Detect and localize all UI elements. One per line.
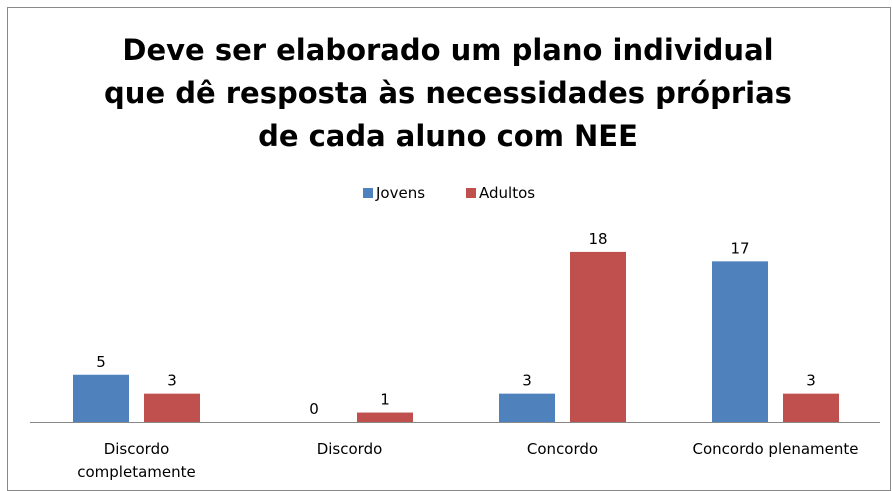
data-label: 17 <box>730 239 749 257</box>
data-label: 5 <box>96 353 106 371</box>
data-label: 3 <box>806 372 816 390</box>
data-label: 3 <box>167 372 177 390</box>
legend-swatch <box>466 188 476 198</box>
chart-title: de cada aluno com NEE <box>258 119 638 153</box>
chart-title: Deve ser elaborado um plano individual <box>122 33 773 67</box>
bar <box>570 251 626 422</box>
bar <box>357 412 413 422</box>
data-label: 1 <box>380 391 390 409</box>
legend-label: Jovens <box>375 184 425 202</box>
bar <box>73 374 129 422</box>
data-label: 3 <box>522 372 532 390</box>
legend-label: Adultos <box>479 184 535 202</box>
bar <box>499 393 555 422</box>
legend-swatch <box>363 188 373 198</box>
bar <box>783 393 839 422</box>
data-label: 0 <box>309 400 319 418</box>
x-tick-label: Concordo plenamente <box>692 440 859 458</box>
bar <box>712 261 768 422</box>
x-tick-label: Concordo <box>526 440 599 458</box>
x-tick-label: Discordo <box>316 440 383 458</box>
data-label: 18 <box>588 230 607 248</box>
bar <box>144 393 200 422</box>
x-tick-label: Discordo completamente <box>77 440 196 481</box>
chart-title: que dê resposta às necessidades próprias <box>104 76 792 110</box>
